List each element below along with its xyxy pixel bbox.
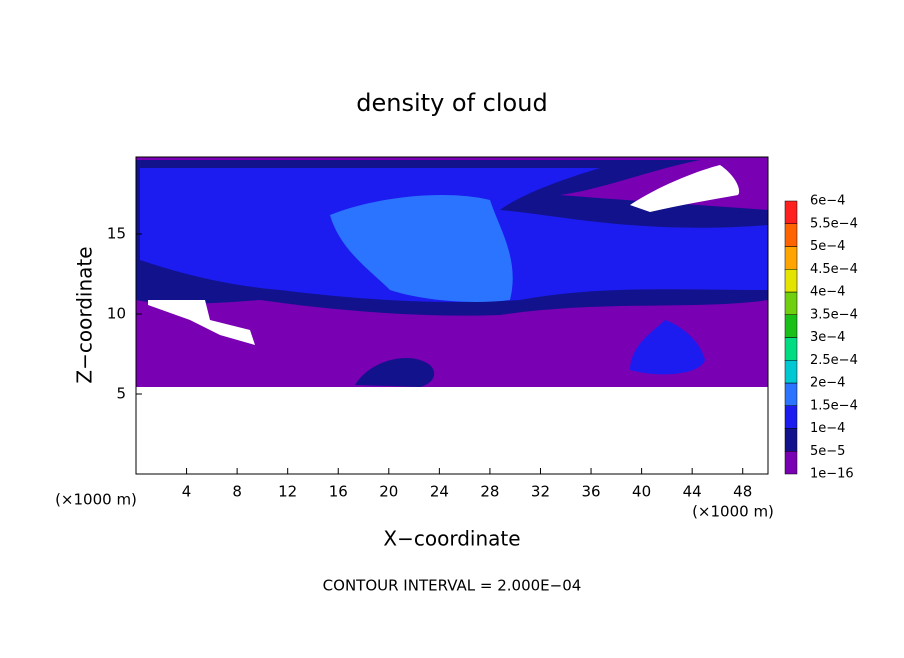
colorbar-label: 6e−4 <box>810 194 845 209</box>
colorbar-label: 3e−4 <box>810 330 845 345</box>
y-tick-label: 15 <box>107 225 126 243</box>
x-tick-label: 40 <box>632 483 651 501</box>
x-tick-label: 8 <box>232 483 242 501</box>
contour-field <box>136 157 768 474</box>
colorbar-label: 1.5e−4 <box>810 398 858 413</box>
plot-frame <box>135 156 769 475</box>
colorbar-label: 3.5e−4 <box>810 307 858 322</box>
x-unit-left: (×1000 m) <box>55 491 137 509</box>
x-tick-label: 44 <box>683 483 702 501</box>
x-axis-label: X−coordinate <box>383 527 520 551</box>
colorbar-band <box>784 451 798 475</box>
x-tick-label: 28 <box>480 483 499 501</box>
colorbar-band <box>784 360 798 384</box>
y-tick-label: 5 <box>116 385 126 403</box>
colorbar-label: 2e−4 <box>810 376 845 391</box>
empty-region <box>630 165 740 212</box>
x-tick-label: 12 <box>278 483 297 501</box>
x-tick-label: 36 <box>581 483 600 501</box>
contour-region <box>630 320 705 375</box>
x-tick-label: 16 <box>329 483 348 501</box>
colorbar-label: 1e−16 <box>810 467 854 482</box>
colorbar-band <box>784 314 798 338</box>
colorbar-band <box>784 291 798 315</box>
colorbar-band <box>784 223 798 247</box>
empty-region <box>148 300 255 345</box>
colorbar-band <box>784 382 798 406</box>
colorbar-label: 4.5e−4 <box>810 262 858 277</box>
colorbar-band <box>784 337 798 361</box>
colorbar-label: 1e−4 <box>810 421 845 436</box>
contour-region <box>355 357 435 387</box>
colorbar-label: 5e−4 <box>810 239 845 254</box>
colorbar-band <box>784 269 798 293</box>
x-tick-label: 20 <box>379 483 398 501</box>
x-tick-label: 32 <box>531 483 550 501</box>
x-tick-label: 24 <box>430 483 449 501</box>
colorbar-label: 2.5e−4 <box>810 353 858 368</box>
colorbar-band <box>784 428 798 452</box>
y-tick-label: 10 <box>107 305 126 323</box>
colorbar-band <box>784 200 798 224</box>
y-axis-label: Z−coordinate <box>73 246 97 383</box>
colorbar-label: 4e−4 <box>810 285 845 300</box>
empty-region <box>136 387 768 474</box>
colorbar-label: 5.5e−4 <box>810 216 858 231</box>
colorbar-band <box>784 405 798 429</box>
contour-region <box>330 195 513 302</box>
chart-title: density of cloud <box>356 89 547 117</box>
colorbar-label: 5e−5 <box>810 444 845 459</box>
x-unit-right: (×1000 m) <box>692 503 774 521</box>
x-tick-label: 48 <box>733 483 752 501</box>
footer: CONTOUR INTERVAL = 2.000E−04 <box>323 577 582 595</box>
x-tick-label: 4 <box>182 483 192 501</box>
colorbar-band <box>784 246 798 270</box>
